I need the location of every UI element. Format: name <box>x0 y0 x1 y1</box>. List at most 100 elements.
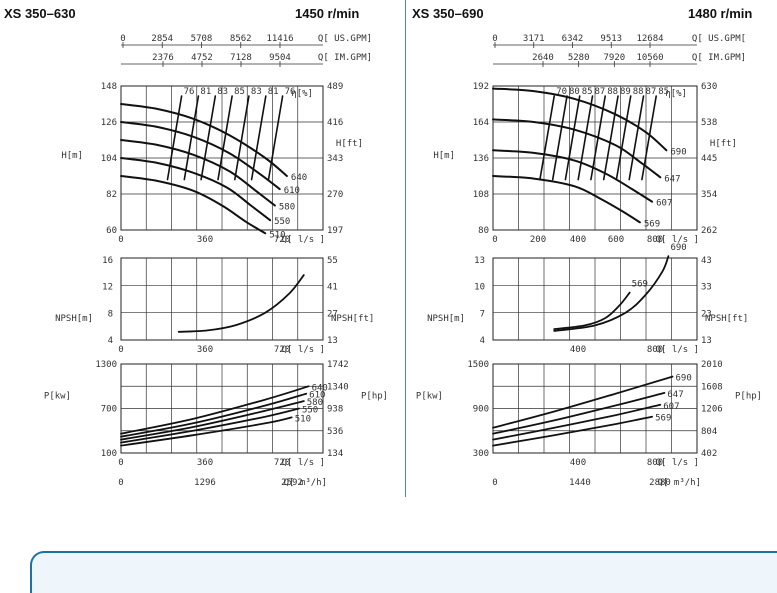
chart2-eff-value-6: 88 <box>633 87 644 97</box>
chart1-usgpm-tick: 2854 <box>151 34 173 44</box>
chart1-eff-line-4 <box>234 95 250 181</box>
chart1-power-xtick: 720 <box>274 458 290 468</box>
chart2-imgpm-unit: Q[ IM.GPM] <box>692 53 746 63</box>
chart1-power-ytick-right: 1742 <box>327 360 349 370</box>
chart2-head-curve-690 <box>492 87 668 152</box>
chart2-power-curve-label-607: 607 <box>663 402 679 412</box>
chart1-power-ylabel: P[kw] <box>44 392 71 402</box>
chart2-npsh-xtick: 400 <box>570 345 586 355</box>
chart2-power-ytick: 900 <box>473 405 489 415</box>
chart1-m3h-tick: 1296 <box>194 478 216 488</box>
chart2-eff-value-2: 85 <box>582 87 593 97</box>
chart2-head-curve-label-607: 607 <box>656 199 672 209</box>
chart2-head-curve-label-647: 647 <box>664 174 680 184</box>
chart1-head-curve-label-580: 580 <box>279 202 295 212</box>
chart1-eff-value-1: 81 <box>200 87 211 97</box>
chart1-eff-value-0: 76 <box>184 87 195 97</box>
chart1-head-curve-610 <box>120 121 281 191</box>
chart1-imgpm-tick: 7128 <box>230 53 252 63</box>
chart1-head-curve-label-550: 550 <box>274 217 290 227</box>
chart1-imgpm-tick: 4752 <box>191 53 213 63</box>
chart1-power-curve-610 <box>120 392 308 438</box>
chart1-npsh-ylabel: NPSH[m] <box>55 314 93 324</box>
chart1-m3h-unit: Q[ m³/h] <box>284 478 327 488</box>
chart1-npsh-curve-NPSH <box>177 274 305 333</box>
chart1-usgpm-tick: 5708 <box>191 34 213 44</box>
chart2-usgpm-unit: Q[ US.GPM[ <box>692 34 746 44</box>
chart1-head-xunit: Q[ l/s ] <box>282 235 325 245</box>
chart2-m3h-unit: Q[ m³/h] <box>658 478 701 488</box>
chart1-eff-value-2: 83 <box>217 87 228 97</box>
chart1-power-ytick: 1300 <box>95 360 117 370</box>
chart2-head-xtick: 0 <box>492 235 497 245</box>
chart2-power-ylabel: P[kw] <box>416 392 443 402</box>
chart-1-speed: 1450 r/min <box>295 6 360 21</box>
chart2-npsh-curve-690 <box>553 255 670 332</box>
chart1-npsh-xunit: Q[ l/s ] <box>282 345 325 355</box>
chart1-head-ytick-right: 416 <box>327 118 343 128</box>
chart1-power-curve-label-610: 610 <box>309 391 325 401</box>
chart2-imgpm-tick: 5280 <box>568 53 590 63</box>
chart1-usgpm-unit: Q[ US.GPM] <box>318 34 372 44</box>
chart2-head-ytick: 164 <box>473 118 489 128</box>
chart1-npsh-ytick-right: 55 <box>327 256 338 266</box>
chart2-npsh-ytick: 4 <box>480 336 485 346</box>
chart2-power-ytick-right: 402 <box>701 449 717 459</box>
chart1-power-curve-550 <box>120 407 300 444</box>
chart2-imgpm-tick: 7920 <box>603 53 625 63</box>
chart1-head-ytick-right: 270 <box>327 190 343 200</box>
chart2-head-ytick-right: 354 <box>701 190 717 200</box>
chart1-head-curve-640 <box>120 103 288 177</box>
chart2-usgpm-tick: 3171 <box>523 34 545 44</box>
chart1-power-ytick-right: 134 <box>327 449 343 459</box>
chart2-npsh-ytick-right: 43 <box>701 256 712 266</box>
chart1-eff-value-3: 85 <box>234 87 245 97</box>
chart2-imgpm-tick: 10560 <box>636 53 663 63</box>
chart-2-title: XS 350–690 <box>412 6 484 21</box>
chart1-usgpm-tick: 11416 <box>266 34 293 44</box>
chart1-eff-line-1 <box>183 95 200 181</box>
chart2-power-ylabel-right: P[hp] <box>735 392 762 402</box>
chart1-eff-value-6: 76 <box>285 87 296 97</box>
chart1-npsh-ylabel-right: NPSH[ft] <box>331 314 374 324</box>
chart1-npsh-xtick: 720 <box>274 345 290 355</box>
chart1-power-curve-510 <box>120 416 293 447</box>
chart2-head-curve-label-569: 569 <box>644 219 660 229</box>
chart1-power-curve-580 <box>120 400 305 441</box>
chart1-power-xtick: 360 <box>197 458 213 468</box>
chart2-power-curve-label-569: 569 <box>655 414 671 424</box>
chart1-head-ytick: 104 <box>101 154 117 164</box>
chart2-head-ylabel: H[m] <box>433 151 455 161</box>
chart2-power-xtick: 400 <box>570 458 586 468</box>
chart1-head-ylabel-right: H[ft] <box>336 139 363 149</box>
chart1-npsh-ytick-right: 13 <box>327 336 338 346</box>
chart2-eff-value-1: 80 <box>569 87 580 97</box>
chart2-eff-line-1 <box>551 95 568 181</box>
chart2-usgpm-tick: 0 <box>492 34 497 44</box>
chart2-npsh-ytick-right: 13 <box>701 336 712 346</box>
chart2-npsh-ytick-right: 33 <box>701 283 712 293</box>
chart2-head-ytick-right: 262 <box>701 226 717 236</box>
chart1-eff-value-4: 83 <box>251 87 262 97</box>
chart2-head-xtick: 200 <box>530 235 546 245</box>
chart2-head-xtick: 800 <box>647 235 663 245</box>
chart1-head-curve-label-610: 610 <box>284 186 300 196</box>
chart1-eff-value-5: 81 <box>268 87 279 97</box>
chart2-head-ytick-right: 445 <box>701 154 717 164</box>
chart1-head-ytick: 82 <box>106 190 117 200</box>
chart1-npsh-ytick: 16 <box>102 256 113 266</box>
chart2-eff-label: η[%] <box>665 89 687 99</box>
bottom-banner <box>30 551 777 593</box>
chart1-npsh-ytick: 8 <box>108 309 113 319</box>
chart2-power-ytick-right: 1608 <box>701 382 723 392</box>
chart1-head-curve-label-640: 640 <box>291 173 307 183</box>
chart1-power-ylabel-right: P[hp] <box>361 392 388 402</box>
chart1-power-curve-label-510: 510 <box>295 414 311 424</box>
chart2-usgpm-tick: 12684 <box>636 34 663 44</box>
chart1-head-curve-550 <box>120 157 272 222</box>
chart2-eff-value-7: 87 <box>645 87 656 97</box>
chart2-usgpm-tick: 6342 <box>562 34 584 44</box>
chart1-head-ytick: 126 <box>101 118 117 128</box>
chart2-eff-line-3 <box>577 95 594 181</box>
chart2-power-curve-label-690: 690 <box>676 374 692 384</box>
